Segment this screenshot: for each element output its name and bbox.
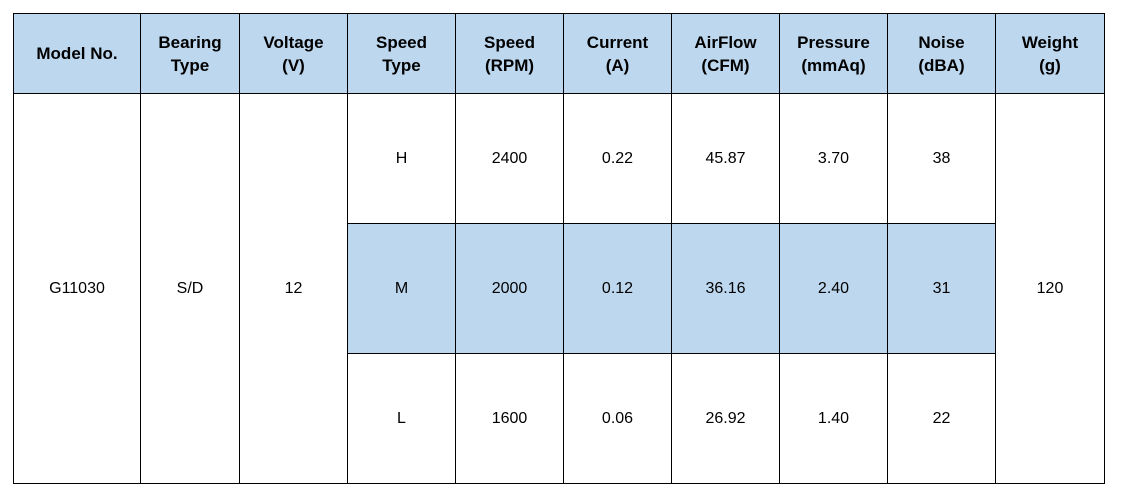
header-label: Pressure [797,32,870,52]
header-sublabel: (dBA) [918,55,965,75]
header-label: Bearing [158,32,222,52]
header-weight: Weight (g) [995,13,1105,94]
cell-noise: 31 [887,223,996,354]
cell-airflow: 26.92 [671,353,780,484]
header-label: Noise [918,32,965,52]
header-sublabel: (A) [605,55,630,75]
header-noise: Noise (dBA) [887,13,996,94]
cell-speed-type: M [347,223,456,354]
cell-noise: 22 [887,353,996,484]
cell-weight: 120 [995,93,1105,484]
header-sublabel: Type [170,55,210,75]
cell-pressure: 2.40 [779,223,888,354]
header-label: Speed [483,32,536,52]
header-label: AirFlow [694,32,757,52]
cell-noise: 38 [887,93,996,224]
header-label: Current [586,32,649,52]
header-label: Model No. [36,44,118,63]
cell-speed-rpm: 2400 [455,93,564,224]
cell-bearing-type: S/D [140,93,240,484]
cell-pressure: 3.70 [779,93,888,224]
cell-current: 0.12 [563,223,672,354]
cell-airflow: 36.16 [671,223,780,354]
header-model-no: Model No. [13,13,141,94]
cell-speed-rpm: 2000 [455,223,564,354]
header-label: Voltage [263,32,324,52]
header-label: Weight [1021,32,1079,52]
header-bearing-type: Bearing Type [140,13,240,94]
fan-spec-table: Model No. Bearing Type Voltage (V) Speed… [13,13,1105,484]
header-sublabel: (CFM) [701,55,750,75]
cell-pressure: 1.40 [779,353,888,484]
cell-speed-type: L [347,353,456,484]
header-sublabel: (mmAq) [801,55,866,75]
cell-speed-rpm: 1600 [455,353,564,484]
cell-speed-type: H [347,93,456,224]
header-speed-rpm: Speed (RPM) [455,13,564,94]
cell-airflow: 45.87 [671,93,780,224]
header-row: Model No. Bearing Type Voltage (V) Speed… [13,13,1105,94]
header-airflow: AirFlow (CFM) [671,13,780,94]
cell-current: 0.06 [563,353,672,484]
header-pressure: Pressure (mmAq) [779,13,888,94]
header-current: Current (A) [563,13,672,94]
header-sublabel: (g) [1039,55,1061,75]
cell-voltage: 12 [239,93,348,484]
header-voltage: Voltage (V) [239,13,348,94]
table-row-high: G11030 S/D 12 H 2400 0.22 45.87 3.70 38 … [13,93,1105,484]
header-sublabel: (RPM) [484,55,535,75]
table-row-medium: M 2000 0.12 36.16 2.40 31 [14,223,1105,354]
header-label: Speed [375,32,428,52]
header-sublabel: (V) [282,55,305,75]
header-sublabel: Type [382,55,421,75]
table-row-low: L 1600 0.06 26.92 1.40 22 [14,353,1105,484]
cell-current: 0.22 [563,93,672,224]
cell-model-no: G11030 [13,93,141,484]
header-speed-type: Speed Type [347,13,456,94]
